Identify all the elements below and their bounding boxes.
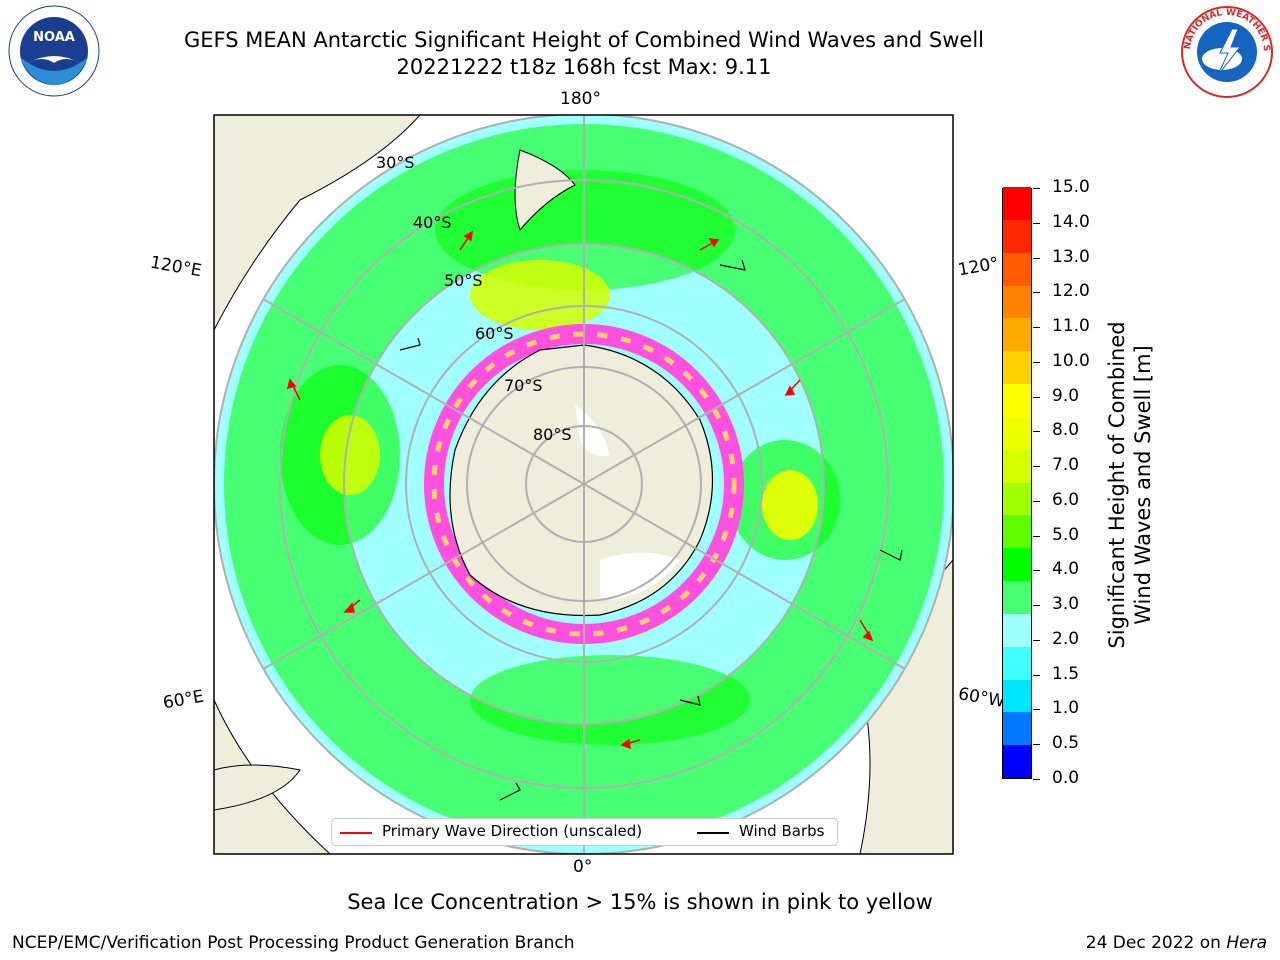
colorbar-tick [1033, 292, 1040, 294]
colorbar-segment [1003, 252, 1031, 286]
lon-label-0: 0° [573, 857, 593, 877]
chart-title: GEFS MEAN Antarctic Significant Height o… [183, 28, 985, 52]
colorbar-tick [1033, 779, 1040, 780]
colorbar-tick-label: 6.0 [1052, 489, 1080, 510]
machine-name: Hera [1226, 933, 1267, 953]
wind-barb-swatch [697, 832, 729, 834]
madagascar-land [214, 764, 301, 811]
map-frame [213, 114, 954, 855]
colorbar-tick [1033, 222, 1040, 224]
meridian-60e-120w [262, 298, 906, 670]
nws-logo: NATIONAL WEATHER SERVICE [1180, 5, 1273, 98]
wave-direction-label: Primary Wave Direction (unscaled) [382, 822, 643, 840]
colorbar-tick [1033, 744, 1040, 746]
lat-label-60s: 60°S [475, 324, 514, 343]
colorbar-tick [1033, 431, 1040, 433]
wave-band-4m-south [470, 655, 750, 745]
colorbar-segment [1003, 317, 1031, 352]
lat-label-50s: 50°S [444, 271, 483, 290]
colorbar-tick-label: 8.0 [1052, 420, 1080, 441]
lon-label-180: 180° [560, 89, 601, 109]
colorbar-tick-label: 5.0 [1052, 524, 1080, 545]
map-legend: Primary Wave Direction (unscaled) Wind B… [331, 818, 838, 846]
colorbar-tick-label: 3.0 [1052, 594, 1080, 615]
sea-ice-note: Sea Ice Concentration > 15% is shown in … [347, 890, 933, 914]
colorbar-segment [1003, 514, 1031, 549]
graticule [214, 115, 953, 854]
colorbar-segment [1003, 350, 1031, 384]
colorbar-segment [1003, 416, 1031, 450]
australia-land [214, 115, 421, 331]
colorbar-title-line2: Wind Waves and Swell [m] [1131, 345, 1155, 625]
new-zealand-land [514, 149, 576, 232]
wind-barb-label: Wind Barbs [739, 822, 825, 840]
colorbar-tick [1033, 466, 1040, 468]
colorbar-title: Significant Height of Combined Wind Wave… [1104, 321, 1156, 648]
colorbar-segment [1003, 580, 1031, 614]
lat-label-80s: 80°S [533, 425, 572, 444]
colorbar-segment [1003, 449, 1031, 483]
lat-label-30s: 30°S [376, 153, 415, 172]
colorbar-tick-label: 1.0 [1052, 698, 1080, 719]
colorbar-title-line1: Significant Height of Combined [1105, 321, 1129, 649]
colorbar-tick-label: 4.0 [1052, 559, 1080, 580]
wave-peak-east [762, 470, 818, 540]
colorbar-tick-label: 9.0 [1052, 385, 1080, 406]
colorbar-segment [1003, 613, 1031, 647]
wave-direction-swatch [340, 832, 372, 834]
antarctica-land [449, 344, 714, 617]
colorbar-tick-label: 10.0 [1052, 350, 1090, 371]
colorbar-segment [1003, 744, 1031, 778]
wave-peak-west [320, 415, 380, 495]
colorbar-tick [1033, 605, 1040, 607]
colorbar-tick [1033, 500, 1040, 502]
chart-subtitle: 20221222 t18z 168h fcst Max: 9.11 [396, 55, 772, 79]
colorbar-tick-label: 13.0 [1052, 246, 1090, 267]
colorbar-tick [1033, 709, 1040, 711]
colorbar-tick [1033, 327, 1040, 329]
colorbar-tick-label: 12.0 [1052, 281, 1090, 302]
colorbar-tick-label: 15.0 [1052, 177, 1090, 197]
colorbar-segment [1003, 186, 1031, 220]
colorbar-tick [1033, 188, 1040, 189]
run-date-text: 24 Dec 2022 on [1085, 933, 1227, 953]
wind-barbs [399, 259, 903, 801]
colorbar-segment [1003, 219, 1031, 253]
colorbar-segment [1003, 646, 1031, 680]
colorbar-tick-label: 1.5 [1052, 663, 1080, 684]
colorbar-tick [1033, 361, 1040, 363]
colorbar-tick [1033, 257, 1040, 259]
wave-arrows [286, 230, 874, 750]
noaa-logo: NOAA [8, 5, 100, 97]
lat-label-70s: 70°S [504, 376, 543, 395]
ice-shelf-ross [600, 552, 680, 600]
colorbar-segment [1003, 285, 1031, 319]
lat-label-40s: 40°S [413, 213, 452, 232]
colorbar-tick [1033, 396, 1040, 398]
colorbar-segment [1003, 711, 1031, 746]
colorbar-segment [1003, 482, 1031, 516]
colorbar [1002, 186, 1032, 779]
branch-credit: NCEP/EMC/Verification Post Processing Pr… [12, 933, 575, 953]
noaa-logo-text: NOAA [33, 30, 75, 45]
colorbar-tick-label: 2.0 [1052, 628, 1080, 649]
colorbar-tick-label: 7.0 [1052, 455, 1080, 476]
colorbar-tick [1033, 535, 1040, 537]
colorbar-segment [1003, 547, 1031, 581]
colorbar-tick [1033, 674, 1040, 676]
colorbar-tick-label: 0.5 [1052, 733, 1080, 754]
colorbar-tick-label: 14.0 [1052, 211, 1090, 232]
wave-peak-north [470, 260, 610, 330]
colorbar-tick-label: 11.0 [1052, 316, 1090, 337]
colorbar-segment [1003, 679, 1031, 713]
colorbar-segment [1003, 383, 1031, 417]
run-date: 24 Dec 2022 on Hera [1086, 933, 1267, 953]
sea-ice-core [431, 331, 737, 637]
colorbar-tick [1033, 639, 1040, 641]
colorbar-tick [1033, 570, 1040, 572]
colorbar-tick-label: 0.0 [1052, 768, 1080, 788]
